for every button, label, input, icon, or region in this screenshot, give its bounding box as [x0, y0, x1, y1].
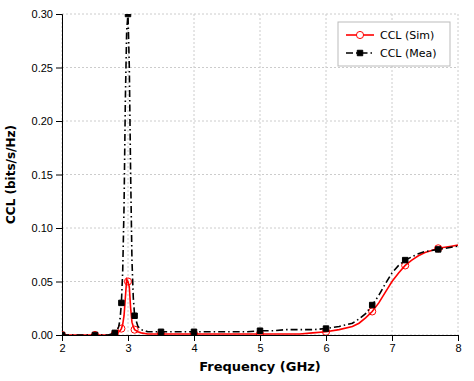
point-marker	[111, 330, 118, 335]
point-marker	[257, 328, 262, 333]
grid-line-y	[62, 281, 458, 282]
grid-line-x	[128, 14, 129, 335]
tick-label: 0.15	[32, 169, 53, 181]
point-marker	[369, 308, 376, 315]
series-line	[62, 14, 458, 335]
legend-box	[338, 22, 450, 66]
y-axis-title: CCL (bits/s/Hz)	[4, 125, 18, 224]
point-marker	[91, 331, 98, 335]
tick: 4	[191, 335, 197, 354]
tick-label: 0.25	[32, 62, 53, 74]
grid-line-x	[458, 14, 459, 335]
tick-mark	[56, 68, 62, 69]
tick: 0.05	[32, 276, 62, 288]
point-marker	[323, 326, 328, 331]
point-marker	[125, 14, 130, 17]
x-axis-title: Frequency (GHz)	[199, 359, 321, 374]
point-marker	[124, 278, 131, 285]
tick-label: 0.20	[32, 115, 53, 127]
tick-mark	[194, 335, 195, 341]
point-marker	[435, 247, 440, 252]
tick-mark	[326, 335, 327, 341]
point-marker	[191, 329, 196, 334]
tick-label: 5	[257, 342, 263, 354]
x-axis: 2 3 4 5 6 7 8	[59, 335, 461, 354]
tick-label: 0.00	[32, 329, 53, 341]
legend-item: CCL (Mea)	[346, 47, 437, 60]
point-marker	[92, 332, 97, 335]
point-marker	[132, 313, 137, 318]
tick: 0.30	[32, 8, 62, 20]
plot-area: 2 3 4 5 6 7 8 0.00 0.05 0.10 0.15 0.20 0.25 0.30 CCL (…	[32, 8, 462, 354]
tick: 0.10	[32, 222, 62, 234]
point-marker	[158, 329, 163, 334]
point-marker	[369, 302, 374, 307]
tick-mark	[260, 335, 261, 341]
point-marker	[119, 300, 124, 305]
point-marker	[131, 326, 138, 333]
legend-item: CCL (Sim)	[346, 29, 434, 42]
axis-line	[56, 15, 63, 336]
grid-line-y	[62, 121, 458, 122]
tick: 8	[455, 335, 461, 354]
tick-mark	[128, 335, 129, 341]
tick: 5	[257, 335, 263, 354]
tick-label: 0.05	[32, 276, 53, 288]
tick: 0.00	[32, 329, 62, 341]
tick-label: 0.30	[32, 8, 53, 20]
tick-mark	[56, 228, 62, 229]
tick: 0.25	[32, 62, 62, 74]
point-marker	[435, 245, 442, 252]
legend-label: CCL (Sim)	[380, 29, 434, 42]
tick: 0.15	[32, 169, 62, 181]
tick-label: 8	[455, 342, 461, 354]
tick: 2	[59, 335, 65, 354]
tick-mark	[392, 335, 393, 341]
legend: CCL (Sim) CCL (Mea)	[338, 22, 450, 66]
tick-mark	[56, 175, 62, 176]
tick-mark	[56, 282, 62, 283]
tick-label: 0.10	[32, 222, 53, 234]
tick: 3	[125, 335, 131, 354]
tick-mark	[56, 121, 62, 122]
grid-line-x	[260, 14, 261, 335]
tick-label: 3	[125, 342, 131, 354]
chart: 2 3 4 5 6 7 8 0.00 0.05 0.10 0.15 0.20 0.25 0.30 CCL (…	[0, 0, 474, 381]
tick-label: 2	[59, 342, 65, 354]
tick: 7	[389, 335, 395, 354]
tick-label: 7	[389, 342, 395, 354]
point-marker	[402, 257, 407, 262]
legend-label: CCL (Mea)	[380, 47, 437, 60]
tick-mark	[56, 14, 62, 15]
tick: 0.20	[32, 115, 62, 127]
axis-line	[63, 336, 459, 342]
tick-mark	[56, 335, 62, 336]
grid-line-x	[326, 14, 327, 335]
legend-marker	[356, 31, 363, 38]
point-marker	[62, 331, 66, 335]
y-axis: 0.00 0.05 0.10 0.15 0.20 0.25 0.30	[32, 8, 63, 341]
point-marker	[112, 330, 117, 335]
legend-marker	[357, 50, 362, 55]
tick-label: 4	[191, 342, 197, 354]
tick-mark	[458, 335, 459, 341]
grid-line-x	[194, 14, 195, 335]
series-group	[62, 14, 458, 335]
tick: 6	[323, 335, 329, 354]
grid	[62, 14, 458, 335]
point-marker	[62, 332, 65, 335]
tick-label: 6	[323, 342, 329, 354]
